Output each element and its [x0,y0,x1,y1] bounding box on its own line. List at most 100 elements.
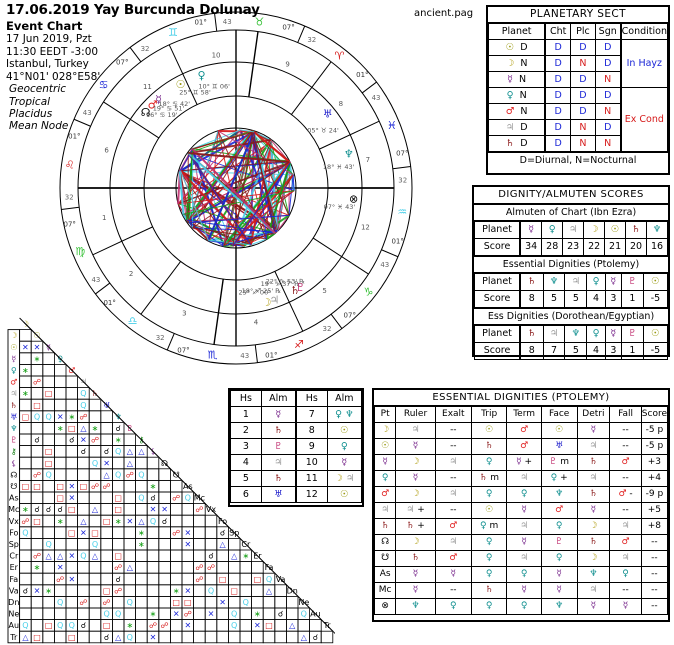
house-almuten-body: Hs Alm Hs Alm 1☿7♀ ♆2♄8☉3♇9♀4♃10☿5♄11☽ ♃… [230,390,362,503]
ed-ruler: ☽ [396,455,436,471]
ed-exalt: -- [435,503,471,519]
glyph: ♂ [520,441,528,451]
aspect-cell-conjunction: ☌ [69,436,74,445]
col-hs-1: Hs [231,391,262,407]
ed-score: -9 p [641,487,667,503]
cusp-degree: 01° [103,299,115,307]
ed-score: +4 [641,471,667,487]
glyph: ♆ [555,601,563,611]
aspect-grid-row-label: ⚷ [11,447,17,456]
aspect-grid-row-label: Cr [9,552,19,561]
dignity-planet: ♀ [587,326,605,343]
cusp-degree: 01° [68,132,80,140]
glyph: ♄ [485,441,493,451]
planet-glyph[interactable]: ♃ [269,294,279,307]
dignity-planet: ♇ [621,326,643,343]
aspect-cell-quincunx: ✕ [22,343,29,352]
ed-score: -5 p [641,439,667,455]
aspect-cell-semisextile: Q [185,494,191,503]
glyph: ♀ [521,569,528,579]
ed-term: ♃ [507,471,541,487]
point-glyph: ☿ [382,457,388,467]
aspect-cell-quincunx: ✕ [57,563,64,572]
aspect-cell-conjunction: ☌ [46,505,51,514]
sect-condition: In Hayz [621,40,668,88]
glyph: ♃ [406,505,414,515]
aspect-cell-quincunx: ✕ [184,540,191,549]
cusp-minute: 43 [83,109,92,117]
glyph: ☉ [340,489,349,500]
sect-plc: N [571,56,596,72]
aspect-grid-row-label: ☉ [10,343,17,352]
aspect-cell-opposition: ☍ [126,470,134,479]
table-row: 6♅12☉ [231,487,362,503]
house-almuten: ☿ [261,407,296,423]
glyph: ♇ [274,441,283,452]
col-face: Face [541,407,577,423]
ed-trip: ♀ [471,551,507,567]
aspect-cell-square: □ [33,517,41,526]
aspect-cell-conjunction: ☌ [81,447,86,456]
aspect-cell-semisextile: Q [45,540,51,549]
glyph: ♀ [556,553,563,563]
ed-exalt: -- [435,583,471,599]
zodiac-sign-glyph: ♉ [254,16,264,29]
planet-glyph[interactable]: ♆ [344,148,354,161]
glyph: ☿ [521,505,527,515]
planet-glyph[interactable]: ♅ [323,108,333,121]
ed-detri: ☿ [577,503,610,519]
ed-detri: ☿ [577,599,610,615]
aspect-cell-semisextile: Q [138,470,144,479]
ed-trip: ♄ m [471,471,507,487]
aspect-grid-row-label: ⚸ [11,459,17,468]
point-glyph: ☋ [381,553,389,563]
aspect-cell-trine: △ [138,517,145,526]
aspect-cell-semisextile: Q [231,610,237,619]
house-number: 10 [212,51,221,59]
planet-glyph[interactable]: ♀ [197,69,205,82]
glyph: ☽ [411,537,419,547]
point-glyph: ♃ [381,505,389,515]
ed-trip: ☉ [471,503,507,519]
aspect-cell-semisextile: Q [80,552,86,561]
aspect-cell-quincunx: ✕ [34,586,41,595]
aspect-cell-trine: △ [127,459,134,468]
glyph: ♃ [520,553,528,563]
aspect-cell-semisextile: Q [127,633,133,642]
glyph: m [490,473,499,483]
sect-dn: D [520,42,527,53]
col-alm-2: Alm [327,391,361,407]
glyph: ☿ [521,585,527,595]
ed-trip: ♀ [471,535,507,551]
ed-face: ♀ [541,551,577,567]
ed-fall: ♂ [610,535,641,551]
aspect-cell-sextile: ∗ [126,621,133,630]
dignity-subtitle: Essential Dignities (Ptolemy) [474,256,668,273]
dignity-planet: ♃ [543,326,565,343]
house-almuten: ♀ [327,439,361,455]
glyph: ☿ [623,601,629,611]
zodiac-sign-glyph: ♒ [397,205,407,218]
ed-point: ☊ [375,535,396,551]
ed-ruler: ♃ [396,423,436,439]
col-trip: Trip [471,407,507,423]
point-glyph: ♀ [382,473,389,483]
ed-detri: ☿ [577,423,610,439]
aspect-cell-opposition: ☍ [79,598,87,607]
glyph: ♀ [486,569,493,579]
aspect-cell-semisextile: Q [208,586,214,595]
dignity-score: 23 [563,239,584,256]
aspect-cell-square: □ [33,401,41,410]
dignity-planet: ☿ [605,326,621,343]
ed-score: -5 p [641,423,667,439]
house-number: 11 [143,83,152,91]
ed-score: -- [641,535,667,551]
house-almuten: ♅ [261,487,296,503]
table-row: ☊☽♃♀☿♇♄♂-- [375,535,668,551]
glyph: ☉ [340,425,349,436]
house-number: 7 [366,156,370,164]
